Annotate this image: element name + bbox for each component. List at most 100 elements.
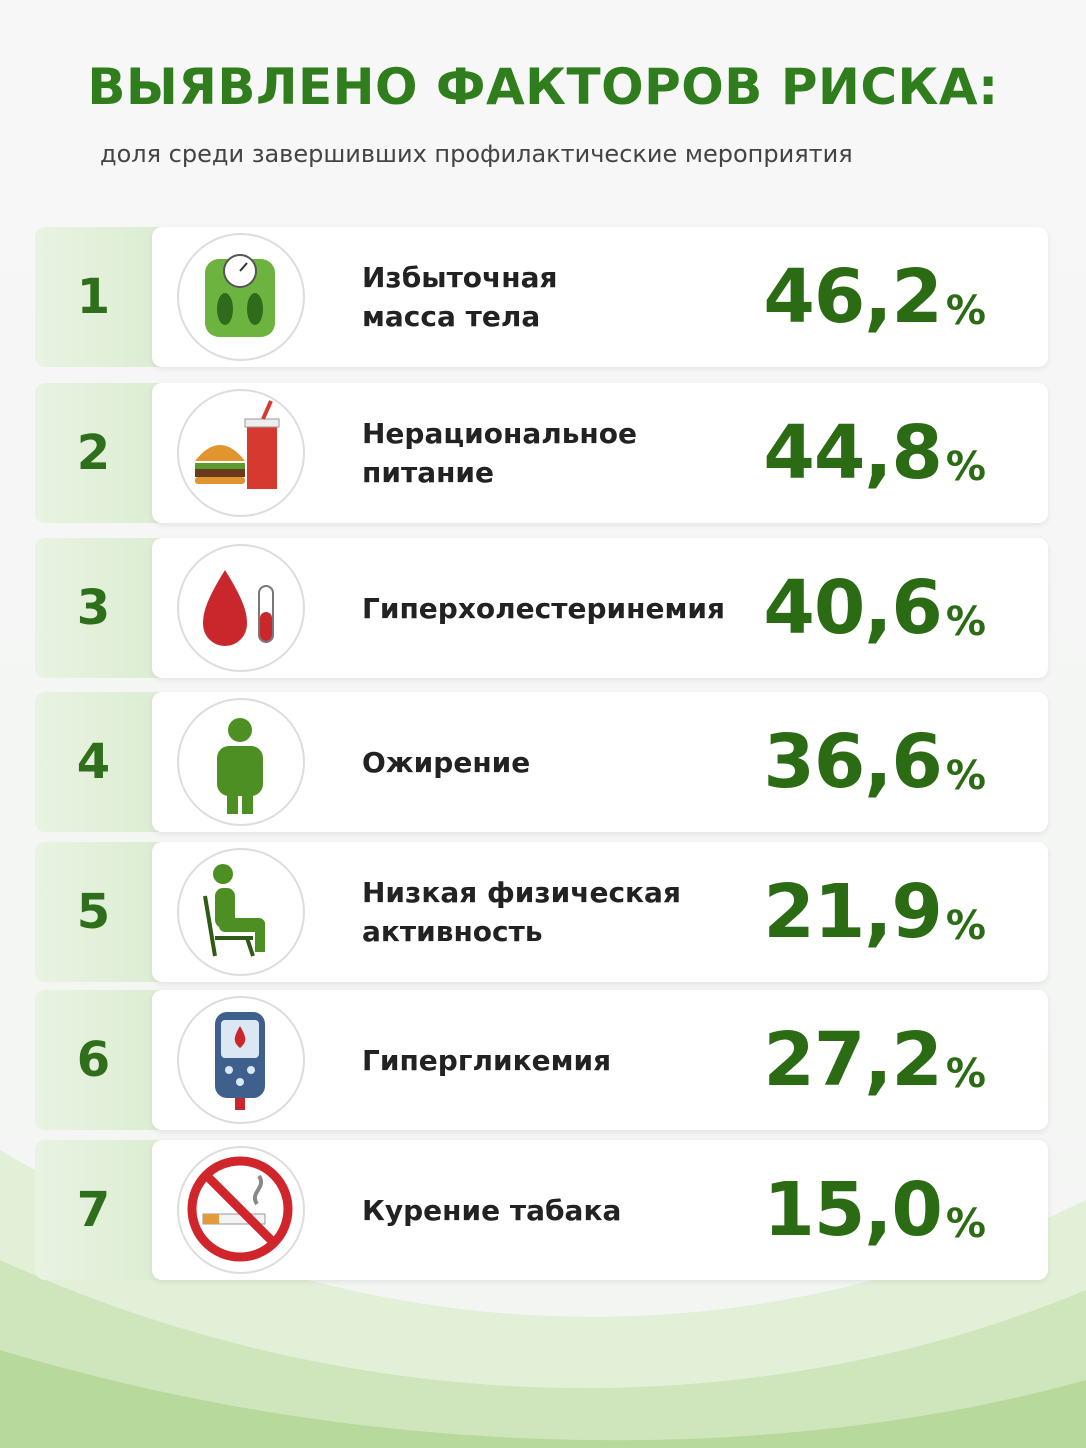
icon-part bbox=[203, 1172, 277, 1246]
card: Избыточная масса тела 46,2% bbox=[152, 227, 1048, 367]
icon-part bbox=[236, 1078, 244, 1086]
card: Ожирение 36,6% bbox=[152, 692, 1048, 832]
value-number: 40,6 bbox=[763, 565, 943, 651]
rank: 4 bbox=[35, 692, 160, 832]
label: Нерациональное питание bbox=[362, 383, 637, 523]
value: 40,6% bbox=[763, 538, 986, 678]
row: 1 Избыточная масса тела 46,2% bbox=[35, 227, 1048, 367]
row: 7 Курение табака 15,0% bbox=[35, 1140, 1048, 1280]
icon-part bbox=[253, 1174, 263, 1206]
icon bbox=[177, 1146, 305, 1274]
value-number: 46,2 bbox=[763, 254, 943, 340]
icon-part bbox=[177, 848, 305, 976]
icon-part bbox=[195, 469, 245, 477]
label: Ожирение bbox=[362, 692, 530, 832]
label-line: активность bbox=[362, 915, 543, 948]
icon-part bbox=[247, 423, 277, 489]
card: Курение табака 15,0% bbox=[152, 1140, 1048, 1280]
title: ВЫЯВЛЕНО ФАКТОРОВ РИСКА: bbox=[87, 58, 999, 116]
icon-part bbox=[217, 746, 263, 796]
icon-part bbox=[213, 864, 233, 884]
wave bbox=[0, 1260, 1086, 1448]
rank: 7 bbox=[35, 1140, 160, 1280]
card: Нерациональное питание 44,8% bbox=[152, 383, 1048, 523]
icon-part bbox=[255, 922, 265, 952]
value-unit: % bbox=[945, 599, 986, 645]
row: 3 Гиперхолестеринемия 40,6% bbox=[35, 538, 1048, 678]
icon-part bbox=[245, 937, 255, 957]
value-number: 27,2 bbox=[763, 1017, 943, 1103]
label-line: Гиперхолестеринемия bbox=[362, 591, 725, 625]
label-line: Гипергликемия bbox=[362, 1043, 612, 1077]
value-unit: % bbox=[945, 753, 986, 799]
icon-part bbox=[242, 786, 253, 814]
label-line: Курение табака bbox=[362, 1193, 622, 1227]
value: 36,6% bbox=[763, 692, 986, 832]
icon-part bbox=[195, 477, 245, 484]
icon-part bbox=[195, 445, 245, 461]
icon-part bbox=[219, 918, 265, 932]
icon bbox=[177, 848, 305, 976]
icon-part bbox=[261, 400, 273, 420]
label-line: Ожирение bbox=[362, 745, 531, 779]
value-number: 44,8 bbox=[763, 410, 943, 496]
value-unit: % bbox=[945, 1051, 986, 1097]
icon bbox=[177, 544, 305, 672]
row: 4 Ожирение 36,6% bbox=[35, 692, 1048, 832]
label-line: масса тела bbox=[362, 300, 541, 333]
label-line: Избыточная bbox=[362, 261, 558, 294]
row: 2 Нерациональное питание 44,8% bbox=[35, 383, 1048, 523]
icon bbox=[177, 389, 305, 517]
icon-part bbox=[203, 895, 217, 957]
icon-part bbox=[247, 1066, 255, 1074]
icon-part bbox=[244, 418, 280, 428]
label: Курение табака bbox=[362, 1140, 621, 1280]
value: 44,8% bbox=[763, 383, 986, 523]
label: Гипергликемия bbox=[362, 990, 611, 1130]
icon-part bbox=[203, 1214, 219, 1224]
icon-part bbox=[177, 389, 305, 517]
value-unit: % bbox=[945, 444, 986, 490]
rank: 3 bbox=[35, 538, 160, 678]
value-unit: % bbox=[945, 1201, 986, 1247]
label: Избыточная масса тела bbox=[362, 227, 557, 367]
wave bbox=[0, 1350, 1086, 1448]
value-unit: % bbox=[945, 288, 986, 334]
icon-part bbox=[247, 293, 263, 325]
label: Низкая физическая активность bbox=[362, 842, 681, 982]
icon-part bbox=[217, 293, 233, 325]
icon-part bbox=[235, 1098, 245, 1110]
value: 15,0% bbox=[763, 1140, 986, 1280]
value-number: 21,9 bbox=[763, 869, 943, 955]
icon bbox=[177, 698, 305, 826]
icon-part bbox=[228, 718, 252, 742]
label: Гиперхолестеринемия bbox=[362, 538, 725, 678]
icon-part bbox=[195, 463, 245, 469]
value: 27,2% bbox=[763, 990, 986, 1130]
card: Гиперхолестеринемия 40,6% bbox=[152, 538, 1048, 678]
icon bbox=[177, 233, 305, 361]
value-number: 15,0 bbox=[763, 1167, 943, 1253]
icon-part bbox=[260, 612, 272, 641]
row: 6 Гипергликемия 27,2% bbox=[35, 990, 1048, 1130]
rank: 2 bbox=[35, 383, 160, 523]
card: Гипергликемия 27,2% bbox=[152, 990, 1048, 1130]
label-line: Низкая физическая bbox=[362, 876, 681, 909]
subtitle: доля среди завершивших профилактические … bbox=[100, 140, 853, 168]
value-number: 36,6 bbox=[763, 719, 943, 805]
value-unit: % bbox=[945, 903, 986, 949]
value: 46,2% bbox=[763, 227, 986, 367]
icon-part bbox=[225, 1066, 233, 1074]
rank: 5 bbox=[35, 842, 160, 982]
icon-part bbox=[234, 1026, 246, 1048]
icon-part bbox=[239, 262, 248, 272]
label-line: Нерациональное bbox=[362, 417, 637, 450]
icon-part bbox=[203, 570, 247, 646]
value: 21,9% bbox=[763, 842, 986, 982]
icon bbox=[177, 996, 305, 1124]
card: Низкая физическая активность 21,9% bbox=[152, 842, 1048, 982]
icon-part bbox=[227, 786, 238, 814]
rank: 6 bbox=[35, 990, 160, 1130]
